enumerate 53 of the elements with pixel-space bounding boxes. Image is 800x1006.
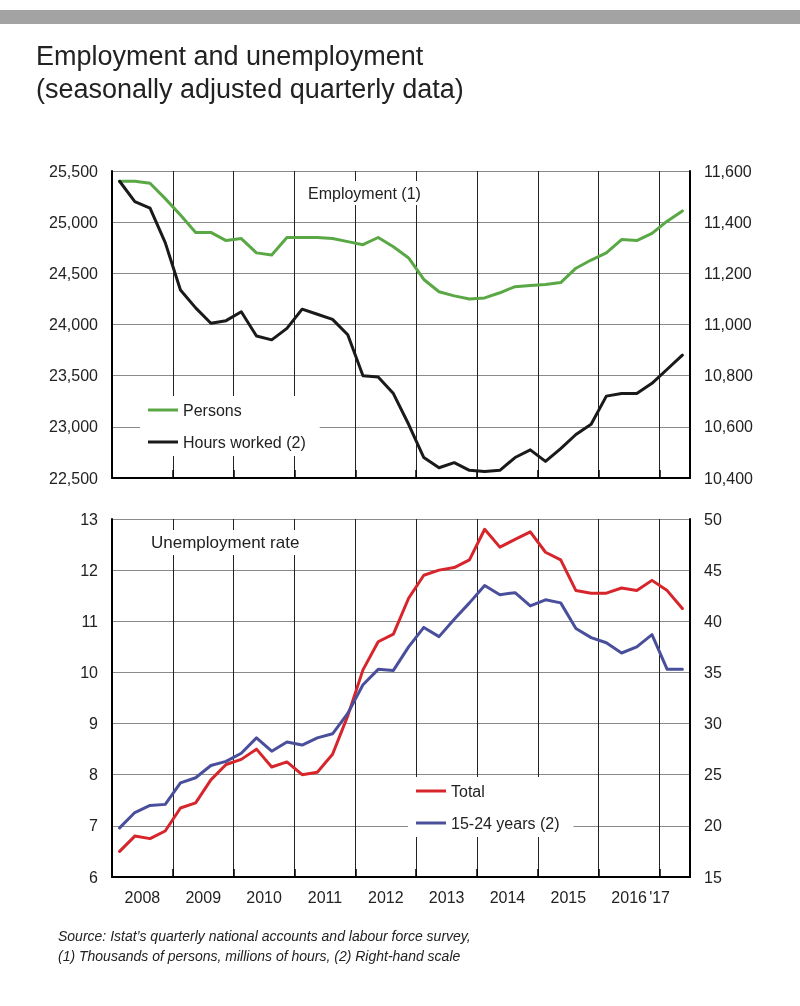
y-tick-label: 12 — [80, 561, 99, 579]
text: (1) Thousands of persons, millions of hours, (2) Right-hand scale — [58, 948, 461, 964]
y-tick-label: 25,500 — [49, 162, 99, 180]
y2-tick-label: 35 — [704, 663, 722, 681]
y2-tick-label: 11,400 — [704, 213, 752, 231]
line-series — [118, 179, 684, 301]
y-tick-label: 23,500 — [49, 367, 99, 385]
y-tick-label: 24,500 — [49, 264, 99, 282]
y2-tick-label: 15 — [704, 868, 722, 886]
y2-tick-label: 11,200 — [704, 264, 752, 282]
source-note: Source: Istat’s quarterly national accounts and labour force survey, — [58, 928, 471, 944]
y-tick-label: 24,000 — [49, 316, 99, 333]
y2-tick-label: 45 — [704, 561, 722, 579]
y-tick-label: 23,000 — [49, 418, 99, 436]
x-tick-label: 2008 — [124, 888, 161, 906]
y-tick-label: 22,500 — [49, 469, 99, 487]
y-tick-label: 8 — [89, 766, 99, 784]
y2-tick-label: 25 — [704, 766, 722, 784]
y2-tick-label: 20 — [704, 817, 722, 835]
annotation: Employment (1) — [308, 184, 421, 202]
chart-subtitle: (seasonally adjusted quarterly data) — [36, 73, 464, 104]
y-tick-label: 25,000 — [49, 213, 99, 231]
y2-tick-label: 40 — [704, 612, 722, 630]
legend-label: Total — [451, 782, 485, 800]
x-tick-label: 2010 — [246, 888, 282, 906]
y-tick-label: 11 — [81, 612, 99, 630]
legend-label: Hours worked (2) — [183, 433, 306, 451]
legend-label: Persons — [183, 401, 242, 419]
x-tick-label: 2015 — [550, 888, 587, 906]
x-tick-label: '17 — [649, 888, 671, 906]
y-tick-label: 6 — [89, 868, 99, 886]
y2-tick-label: 11,000 — [704, 316, 752, 333]
y2-tick-label: 10,400 — [704, 469, 754, 487]
y2-tick-label: 11,600 — [704, 162, 752, 180]
y-tick-label: 9 — [89, 715, 99, 733]
text: Unemployment rate — [151, 533, 300, 552]
y2-tick-label: 10,600 — [704, 418, 754, 436]
y-tick-label: 13 — [80, 510, 99, 528]
y2-tick-label: 50 — [704, 510, 722, 528]
x-tick-label: 2014 — [489, 888, 526, 906]
legend-label: 15-24 years (2) — [451, 814, 560, 832]
y-tick-label: 10 — [80, 663, 99, 681]
line-series — [118, 583, 684, 830]
line-series — [118, 527, 684, 853]
y2-tick-label: 30 — [704, 715, 722, 733]
x-tick-label: 2011 — [307, 888, 343, 906]
x-tick-label: 2016 — [611, 888, 648, 906]
x-tick-label: 2013 — [428, 888, 465, 906]
x-tick-label: 2012 — [367, 888, 404, 906]
y2-tick-label: 10,800 — [704, 367, 754, 385]
x-tick-label: 2009 — [185, 888, 222, 906]
chart-title: Employment and unemployment — [36, 40, 424, 71]
y-tick-label: 7 — [89, 817, 99, 835]
